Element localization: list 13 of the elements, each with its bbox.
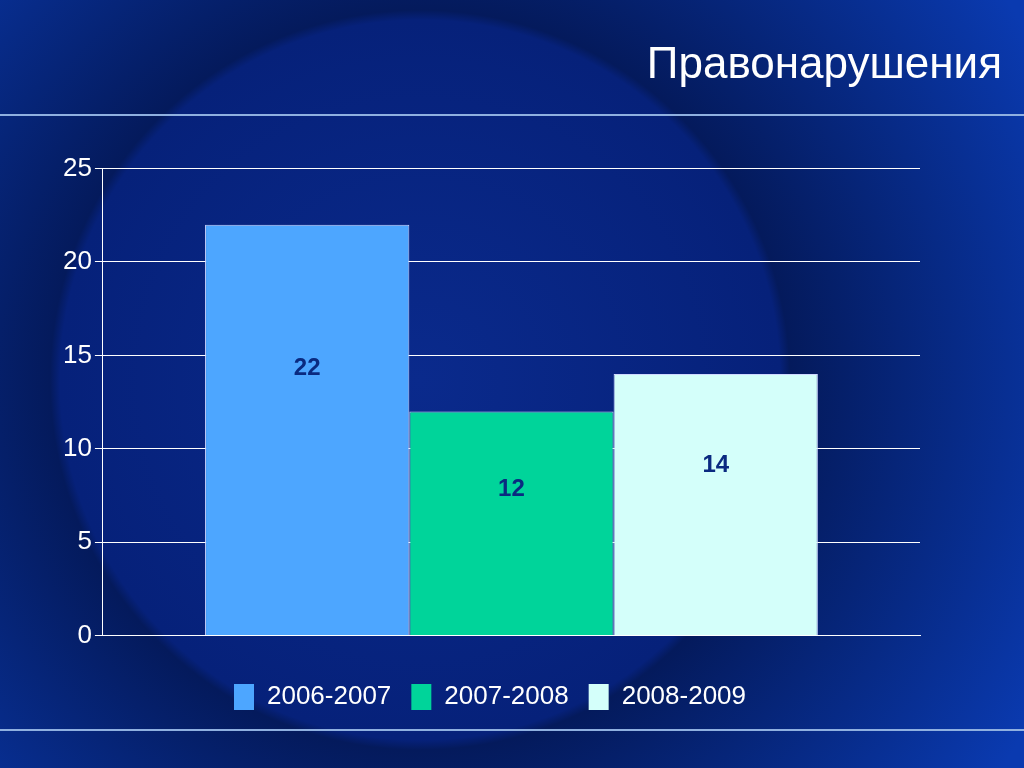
legend-label: 2007-2008	[444, 680, 569, 711]
data-label: 12	[498, 474, 525, 502]
data-label: 14	[702, 450, 730, 478]
y-tick-label: 5	[77, 525, 92, 556]
y-tick-label: 10	[63, 431, 92, 462]
legend-label: 2008-2009	[621, 680, 747, 711]
y-tick-label: 20	[63, 245, 92, 276]
y-tick-label: 25	[63, 151, 92, 182]
chart-title: Правонарушения	[646, 38, 1002, 88]
y-tick-label: 0	[77, 618, 92, 649]
legend-label: 2006-2007	[266, 680, 392, 711]
y-tick-label: 15	[63, 338, 92, 369]
data-label: 22	[293, 352, 321, 380]
